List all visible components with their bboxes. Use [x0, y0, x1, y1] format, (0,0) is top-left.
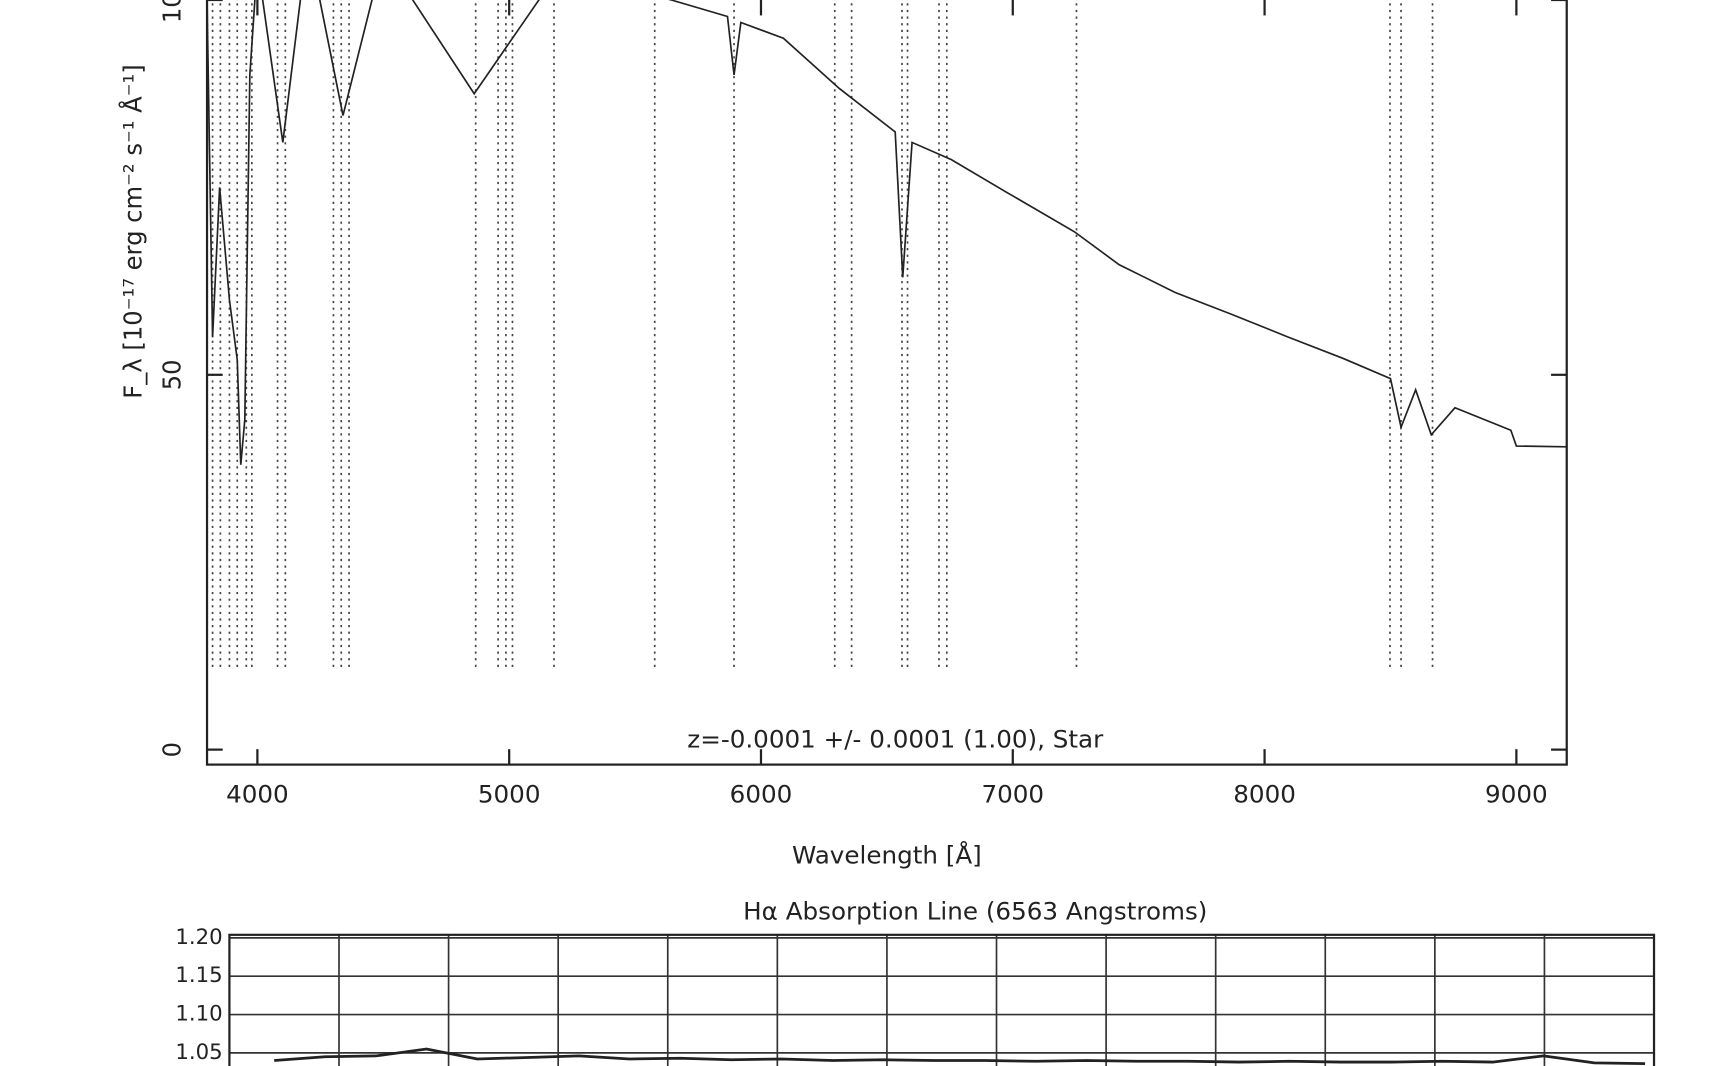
spectrum-line	[207, 0, 1567, 465]
y-tick-label: 1.10	[175, 1001, 222, 1026]
spectrum-chart: 4000 5000 6000 7000 8000 9000 0 50 100 Wavelength…	[118, 0, 1568, 870]
y-tick-label: 1.20	[175, 924, 222, 949]
chart-title: Hα Absorption Line (6563 Angstroms)	[743, 897, 1207, 926]
x-tick-label: 4000	[226, 780, 289, 809]
y-tick-label: 50	[157, 359, 186, 390]
flux-line	[274, 1047, 1646, 1065]
h-alpha-chart: Hα Absorption Line (6563 Angstroms) 1.20 1…	[175, 897, 1656, 1066]
x-tick-label: 6000	[730, 780, 793, 809]
x-tick-label: 8000	[1233, 780, 1296, 809]
y-tick-label: 0	[157, 742, 186, 757]
y-tick-label: 1.15	[175, 962, 222, 987]
x-tick-label: 5000	[478, 780, 541, 809]
x-tick-label: 9000	[1485, 780, 1548, 809]
x-tick-label: 7000	[981, 780, 1044, 809]
y-tick-label: 100	[157, 0, 186, 23]
y-axis-label: F_λ [10⁻¹⁷ erg cm⁻² s⁻¹ Å⁻¹]	[118, 64, 147, 398]
x-axis-label: Wavelength [Å]	[792, 841, 982, 870]
y-tick-label: 1.05	[175, 1039, 222, 1064]
plot-frame	[205, 0, 1568, 766]
plot-frame	[228, 933, 1656, 1066]
annotation: z=-0.0001 +/- 0.0001 (1.00), Star	[687, 725, 1104, 754]
